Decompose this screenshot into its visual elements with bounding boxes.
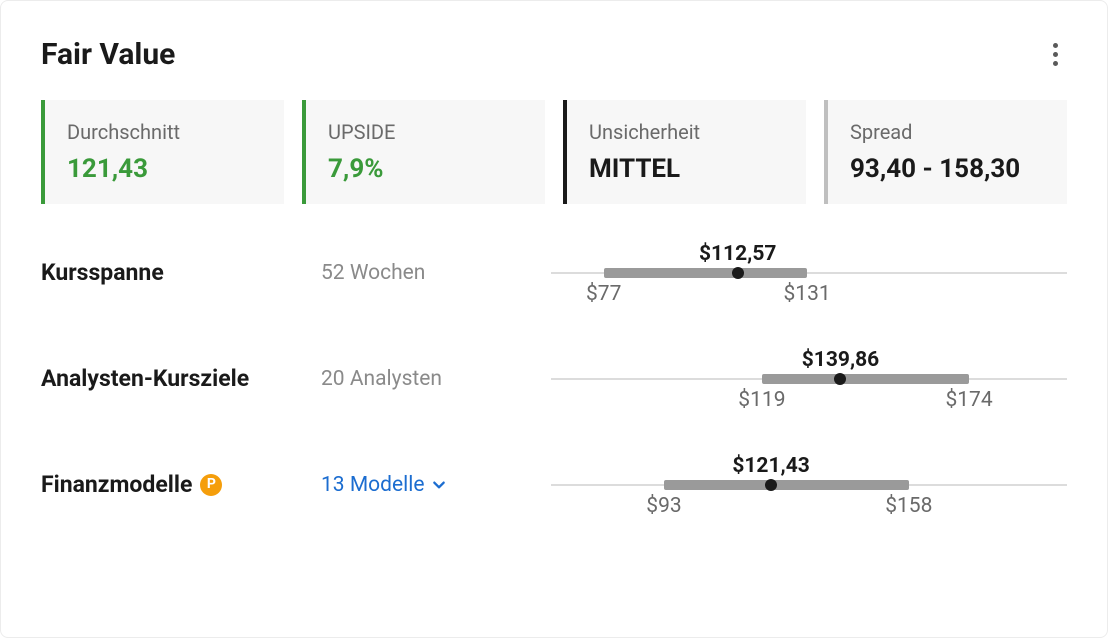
card-header: Fair Value bbox=[41, 37, 1067, 72]
stat-card: Durchschnitt 121,43 bbox=[41, 100, 284, 204]
range-row-label: Analysten-Kursziele bbox=[41, 365, 321, 394]
premium-badge-icon: P bbox=[200, 474, 222, 496]
range-slider: $139,86$119$174 bbox=[551, 354, 1067, 404]
range-marker bbox=[732, 267, 744, 279]
range-bar bbox=[664, 480, 909, 490]
range-marker-label: $112,57 bbox=[699, 242, 776, 266]
range-bar bbox=[604, 268, 807, 278]
range-low-label: $93 bbox=[646, 494, 681, 518]
stat-label: Spread bbox=[850, 120, 1045, 144]
range-high-label: $174 bbox=[945, 388, 992, 412]
range-high-label: $131 bbox=[784, 282, 831, 306]
range-marker bbox=[765, 479, 777, 491]
range-row: Kursspanne52 Wochen$112,57$77$131 bbox=[41, 248, 1067, 298]
stat-value: 121,43 bbox=[67, 154, 262, 184]
range-row-label: Kursspanne bbox=[41, 259, 321, 288]
range-row-sublabel: 20 Analysten bbox=[321, 367, 551, 391]
stat-value: 93,40 - 158,30 bbox=[850, 154, 1045, 184]
stats-row: Durchschnitt 121,43 UPSIDE 7,9% Unsicherheit… bbox=[41, 100, 1067, 204]
range-row-sublabel: 52 Wochen bbox=[321, 261, 551, 285]
stat-label: Durchschnitt bbox=[67, 120, 262, 144]
stat-card: UPSIDE 7,9% bbox=[302, 100, 545, 204]
range-low-label: $77 bbox=[586, 282, 621, 306]
fair-value-card: Fair Value Durchschnitt121,43UPSIDE7,9%U… bbox=[0, 0, 1108, 638]
stat-label: UPSIDE bbox=[328, 120, 523, 144]
stat-value: MITTEL bbox=[589, 154, 784, 184]
chevron-down-icon bbox=[432, 478, 446, 492]
range-row: Analysten-Kursziele20 Analysten$139,86$1… bbox=[41, 354, 1067, 404]
range-row: FinanzmodelleP13 Modelle$121,43$93$158 bbox=[41, 460, 1067, 510]
card-title: Fair Value bbox=[41, 37, 175, 72]
range-row-label: FinanzmodelleP bbox=[41, 471, 321, 500]
range-marker bbox=[834, 373, 846, 385]
range-rows: Kursspanne52 Wochen$112,57$77$131 Analyst… bbox=[41, 248, 1067, 510]
range-high-label: $158 bbox=[885, 494, 932, 518]
range-slider: $121,43$93$158 bbox=[551, 460, 1067, 510]
range-low-label: $119 bbox=[738, 388, 785, 412]
range-marker-label: $121,43 bbox=[732, 454, 809, 478]
more-menu-button[interactable] bbox=[1043, 43, 1067, 67]
stat-card: Spread 93,40 - 158,30 bbox=[824, 100, 1067, 204]
stat-label: Unsicherheit bbox=[589, 120, 784, 144]
models-dropdown[interactable]: 13 Modelle bbox=[321, 473, 551, 497]
range-bar bbox=[762, 374, 969, 384]
range-marker-label: $139,86 bbox=[802, 348, 879, 372]
stat-value: 7,9% bbox=[328, 154, 523, 184]
stat-card: Unsicherheit MITTEL bbox=[563, 100, 806, 204]
range-slider: $112,57$77$131 bbox=[551, 248, 1067, 298]
